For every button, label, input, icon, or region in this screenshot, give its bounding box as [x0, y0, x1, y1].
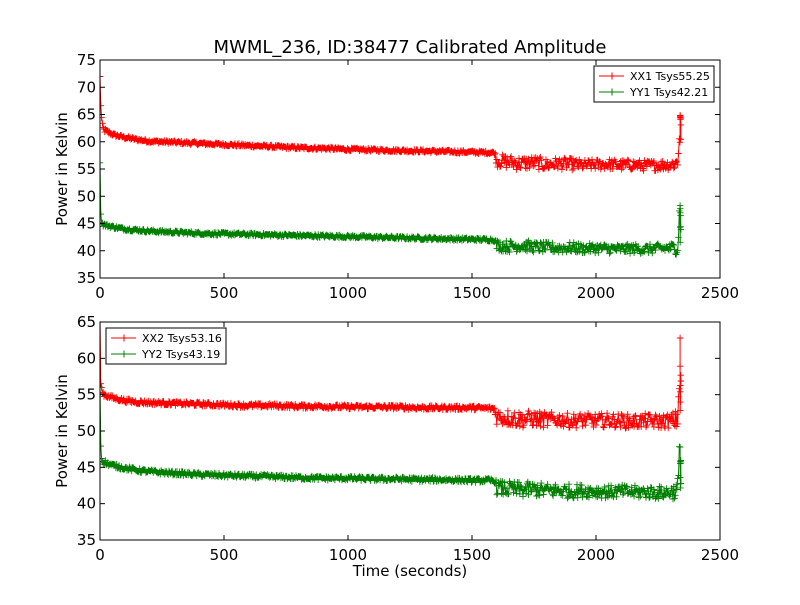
legend: XX2 Tsys53.16 YY2 Tsys43.19 [105, 327, 227, 365]
legend-entry: XX2 Tsys53.16 [111, 332, 222, 345]
x-tick-label: 1000 [329, 284, 367, 302]
x-tick-label: 0 [95, 546, 105, 564]
y-tick-label: 45 [77, 458, 96, 476]
legend-label: YY2 Tsys43.19 [141, 348, 220, 361]
y-axis-label: Power in Kelvin [53, 112, 71, 226]
legend-box [593, 65, 715, 103]
series-markers-1 [100, 334, 685, 432]
y-tick-label: 60 [77, 349, 96, 367]
y-tick-label: 70 [77, 78, 96, 96]
y-tick-label: 35 [77, 269, 96, 287]
y-tick-label: 35 [77, 531, 96, 549]
legend: XX1 Tsys55.25 YY1 Tsys42.21 [593, 65, 715, 103]
legend-marker [608, 88, 616, 96]
y-tick-label: 65 [77, 106, 96, 124]
legend-box [105, 327, 227, 365]
series-XX1 Tsys55.25 [100, 73, 685, 174]
legend-entry: XX1 Tsys55.25 [599, 70, 710, 83]
x-tick-label: 1500 [453, 284, 491, 302]
y-tick-label: 40 [77, 242, 96, 260]
y-tick-label: 50 [77, 187, 96, 205]
legend-entry: YY1 Tsys42.21 [599, 86, 708, 99]
series-YY1 Tsys42.21 [100, 159, 685, 258]
chart-title: MWML_236, ID:38477 Calibrated Amplitude [214, 37, 607, 58]
y-tick-label: 60 [77, 133, 96, 151]
y-tick-label: 45 [77, 215, 96, 233]
series-markers-2 [100, 159, 685, 258]
y-tick-label: 50 [77, 422, 96, 440]
x-tick-label: 2000 [577, 284, 615, 302]
y-tick-label: 40 [77, 495, 96, 513]
legend-label: XX1 Tsys55.25 [630, 70, 710, 83]
y-tick-label: 75 [77, 51, 96, 69]
x-axis-label: Time (seconds) [352, 562, 468, 580]
y-tick-label: 55 [77, 160, 96, 178]
y-axis-label: Power in Kelvin [53, 374, 71, 488]
x-tick-label: 500 [210, 284, 239, 302]
series-markers-1 [100, 73, 685, 174]
series-markers-2 [100, 383, 685, 503]
y-tick-label: 55 [77, 386, 96, 404]
subplot-1: 0 500 1000 1500 2000 2500 35 40 45 50 55 60 65 70 75 Po… [53, 51, 739, 302]
x-tick-label: 2500 [701, 546, 739, 564]
series-XX2 Tsys53.16 [100, 322, 685, 432]
series-YY2 Tsys43.19 [100, 383, 685, 503]
y-tick-label: 65 [77, 313, 96, 331]
x-tick-label: 1500 [453, 546, 491, 564]
legend-entry: YY2 Tsys43.19 [111, 348, 220, 361]
plot-area-2 [100, 322, 685, 503]
legend-marker [608, 72, 616, 80]
legend-label: YY1 Tsys42.21 [629, 86, 708, 99]
x-tick-label: 1000 [329, 546, 367, 564]
x-tick-label: 500 [210, 546, 239, 564]
legend-marker [120, 334, 128, 342]
x-tick-label: 0 [95, 284, 105, 302]
plot-area-1 [100, 73, 685, 258]
x-tick-label: 2000 [577, 546, 615, 564]
subplot-2: 0 500 1000 1500 2000 2500 35 40 45 50 55 60 65 Power … [53, 313, 739, 580]
legend-label: XX2 Tsys53.16 [142, 332, 222, 345]
x-tick-label: 2500 [701, 284, 739, 302]
legend-marker [120, 350, 128, 358]
